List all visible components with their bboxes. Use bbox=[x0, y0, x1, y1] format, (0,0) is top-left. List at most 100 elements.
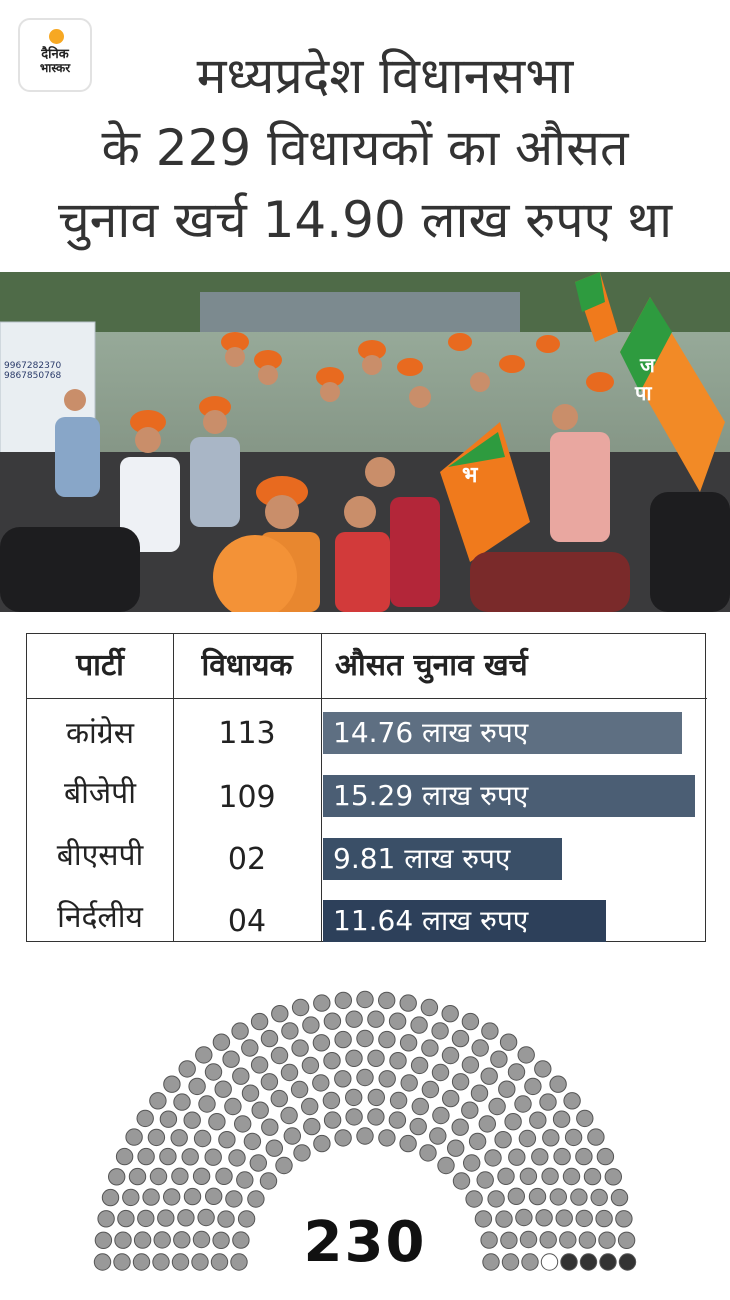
total-seats-label: 230 bbox=[303, 1210, 427, 1275]
seat-dot bbox=[465, 1190, 483, 1208]
seat-dot bbox=[250, 1056, 269, 1074]
seat-dot bbox=[480, 1231, 498, 1249]
seat-dot bbox=[137, 1147, 155, 1166]
seat-dot bbox=[578, 1231, 597, 1249]
seat-dot bbox=[215, 1167, 233, 1186]
seat-dot bbox=[313, 1134, 331, 1153]
seat-dot bbox=[429, 1127, 447, 1145]
bar-value-label: 11.64 लाख रुपए bbox=[333, 904, 529, 937]
seat-dot bbox=[275, 1156, 293, 1175]
seat-dot bbox=[528, 1187, 547, 1206]
seat-dot bbox=[463, 1154, 481, 1172]
seat-dot bbox=[313, 994, 331, 1012]
party-label: कांग्रेस bbox=[65, 716, 134, 751]
seat-dot bbox=[495, 1210, 513, 1228]
seat-dot bbox=[570, 1188, 588, 1206]
seat-dot bbox=[214, 1080, 232, 1098]
seat-dot bbox=[431, 1063, 450, 1082]
seat-dot bbox=[431, 1022, 449, 1040]
seat-dot bbox=[461, 1101, 479, 1119]
seat-dot bbox=[487, 1190, 505, 1208]
seat-dot bbox=[114, 1231, 132, 1249]
seat-dot bbox=[230, 1253, 248, 1271]
seat-dot bbox=[498, 1080, 516, 1098]
dainik-bhaskar-logo[interactable]: दैनिक भास्कर bbox=[18, 18, 92, 92]
seat-dot bbox=[191, 1253, 209, 1271]
seat-dot bbox=[212, 1033, 231, 1051]
seat-dot bbox=[163, 1188, 181, 1206]
seat-dot bbox=[367, 1010, 385, 1028]
seat-dot bbox=[128, 1167, 147, 1186]
seat-dot bbox=[499, 1033, 518, 1051]
seat-dot bbox=[409, 1117, 427, 1136]
seat-dot bbox=[598, 1231, 616, 1249]
bar-value-label: 15.29 लाख रुपए bbox=[333, 779, 529, 812]
seat-dot bbox=[488, 1097, 506, 1116]
seat-dot bbox=[476, 1171, 494, 1189]
seat-dot bbox=[217, 1210, 235, 1228]
seat-dot bbox=[494, 1131, 512, 1149]
seat-dot bbox=[250, 1012, 269, 1031]
seat-dot bbox=[549, 1188, 567, 1206]
seat-dot bbox=[501, 1253, 520, 1271]
seat-dot bbox=[356, 1127, 374, 1145]
seat-dot bbox=[132, 1253, 151, 1271]
headline: मध्यप्रदेश विधानसभा के 229 विधायकों का औ… bbox=[0, 40, 730, 256]
seat-dot bbox=[193, 1129, 212, 1148]
seat-dot bbox=[442, 1089, 460, 1108]
seat-dot bbox=[270, 1089, 288, 1108]
seat-dot bbox=[490, 1050, 508, 1068]
seat-dot bbox=[293, 1144, 311, 1162]
seat-dot bbox=[576, 1109, 594, 1128]
mla-count: 113 bbox=[218, 716, 276, 751]
seat-dot bbox=[410, 1016, 428, 1034]
seat-dot bbox=[163, 1075, 181, 1093]
seat-dot bbox=[122, 1188, 140, 1207]
headline-line-1: मध्यप्रदेश विधानसभा bbox=[196, 47, 574, 105]
seat-dot bbox=[97, 1210, 115, 1228]
seat-dot bbox=[195, 1046, 213, 1064]
headline-line-3: चुनाव खर्च 14.90 लाख रुपए था bbox=[57, 191, 673, 249]
seat-dot bbox=[322, 1091, 341, 1110]
seat-dot bbox=[539, 1231, 557, 1249]
seat-dot bbox=[521, 1253, 539, 1271]
seat-dot bbox=[301, 1097, 319, 1116]
logo-text-line1: दैनिक bbox=[41, 47, 69, 62]
seat-dot bbox=[136, 1109, 154, 1128]
seat-dot bbox=[249, 1154, 267, 1172]
seat-dot bbox=[514, 1095, 532, 1113]
seat-dot bbox=[388, 1012, 407, 1030]
seat-dot bbox=[399, 1034, 418, 1052]
seat-dot bbox=[243, 1132, 262, 1151]
party-label: बीजेपी bbox=[64, 776, 136, 811]
seat-dot bbox=[280, 1063, 299, 1082]
mla-count: 02 bbox=[227, 842, 267, 877]
seat-dot bbox=[388, 1111, 407, 1129]
seat-dot bbox=[241, 1039, 259, 1057]
seat-dot bbox=[540, 1253, 559, 1271]
seat-dot bbox=[222, 1050, 240, 1068]
seat-dot bbox=[482, 1253, 500, 1271]
seat-dot bbox=[507, 1187, 525, 1206]
seat-dot bbox=[231, 1022, 249, 1040]
seat-dot bbox=[552, 1110, 571, 1128]
seat-dot bbox=[596, 1147, 615, 1166]
seat-dot bbox=[236, 1171, 254, 1189]
rally-photo: 9967282370 9867850768 bbox=[0, 272, 730, 612]
seat-dot bbox=[599, 1253, 617, 1271]
svg-text:9967282370: 9967282370 bbox=[4, 361, 62, 371]
seat-dot bbox=[232, 1067, 250, 1085]
seat-dot bbox=[461, 1056, 480, 1074]
seat-dot bbox=[575, 1209, 593, 1228]
seat-dot bbox=[452, 1172, 471, 1190]
seat-dot bbox=[419, 1144, 437, 1162]
seat-dot bbox=[301, 1056, 320, 1075]
seat-dot bbox=[259, 1172, 278, 1190]
seat-dot bbox=[232, 1231, 250, 1249]
seat-dot bbox=[356, 990, 374, 1009]
seat-dot bbox=[420, 998, 439, 1017]
seat-dot bbox=[411, 1097, 429, 1116]
svg-text:9867850768: 9867850768 bbox=[4, 371, 62, 381]
seat-dot bbox=[178, 1060, 196, 1078]
seat-dot bbox=[303, 1117, 321, 1136]
